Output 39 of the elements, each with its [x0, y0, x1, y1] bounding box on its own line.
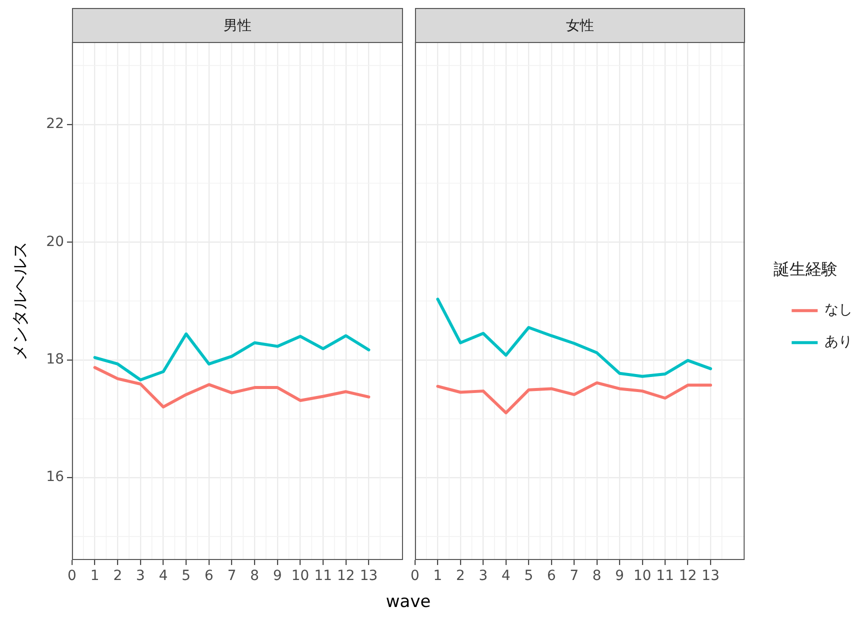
x-tick-label: 1: [433, 568, 442, 584]
x-tick-label: 4: [158, 568, 168, 584]
x-tick-label: 8: [250, 568, 260, 584]
x-tick-label: 0: [68, 568, 76, 584]
x-tick-label: 3: [136, 568, 145, 584]
legend-title: 誕生経験: [774, 260, 838, 279]
y-tick-label: 20: [46, 234, 64, 250]
x-tick-label: 5: [524, 568, 534, 584]
x-tick-label: 5: [182, 568, 191, 584]
y-tick-label: 22: [46, 116, 64, 132]
y-tick-label: 16: [46, 469, 64, 486]
x-tick-label: 10: [633, 568, 652, 584]
x-tick-label: 4: [501, 568, 510, 584]
x-tick-label: 3: [478, 568, 488, 584]
x-tick-label: 12: [337, 568, 355, 584]
x-axis-title: wave: [386, 592, 431, 612]
x-tick-label: 6: [204, 568, 214, 584]
legend-label: あり: [824, 334, 853, 350]
x-tick-label: 12: [678, 568, 697, 584]
y-axis-title: メンタルヘルス: [10, 242, 31, 360]
x-tick-label: 7: [227, 568, 236, 584]
x-tick-label: 2: [113, 568, 122, 584]
x-tick-label: 11: [656, 568, 674, 584]
chart-title: 男性: [72, 8, 403, 43]
x-tick-label: 13: [360, 568, 378, 584]
y-tick-label: 18: [46, 352, 64, 368]
x-tick-label: 9: [272, 568, 282, 584]
chart-title: 女性: [415, 8, 745, 43]
x-tick-label: 1: [90, 568, 100, 584]
x-tick-label: 2: [456, 568, 465, 584]
x-tick-label: 8: [592, 568, 602, 584]
legend-label: なし: [824, 302, 853, 318]
x-tick-label: 13: [702, 568, 720, 584]
x-tick-label: 0: [410, 568, 420, 584]
x-tick-label: 6: [546, 568, 556, 584]
x-tick-label: 11: [314, 568, 332, 584]
x-tick-label: 10: [291, 568, 310, 584]
x-tick-label: 7: [570, 568, 579, 584]
x-tick-label: 9: [615, 568, 624, 584]
